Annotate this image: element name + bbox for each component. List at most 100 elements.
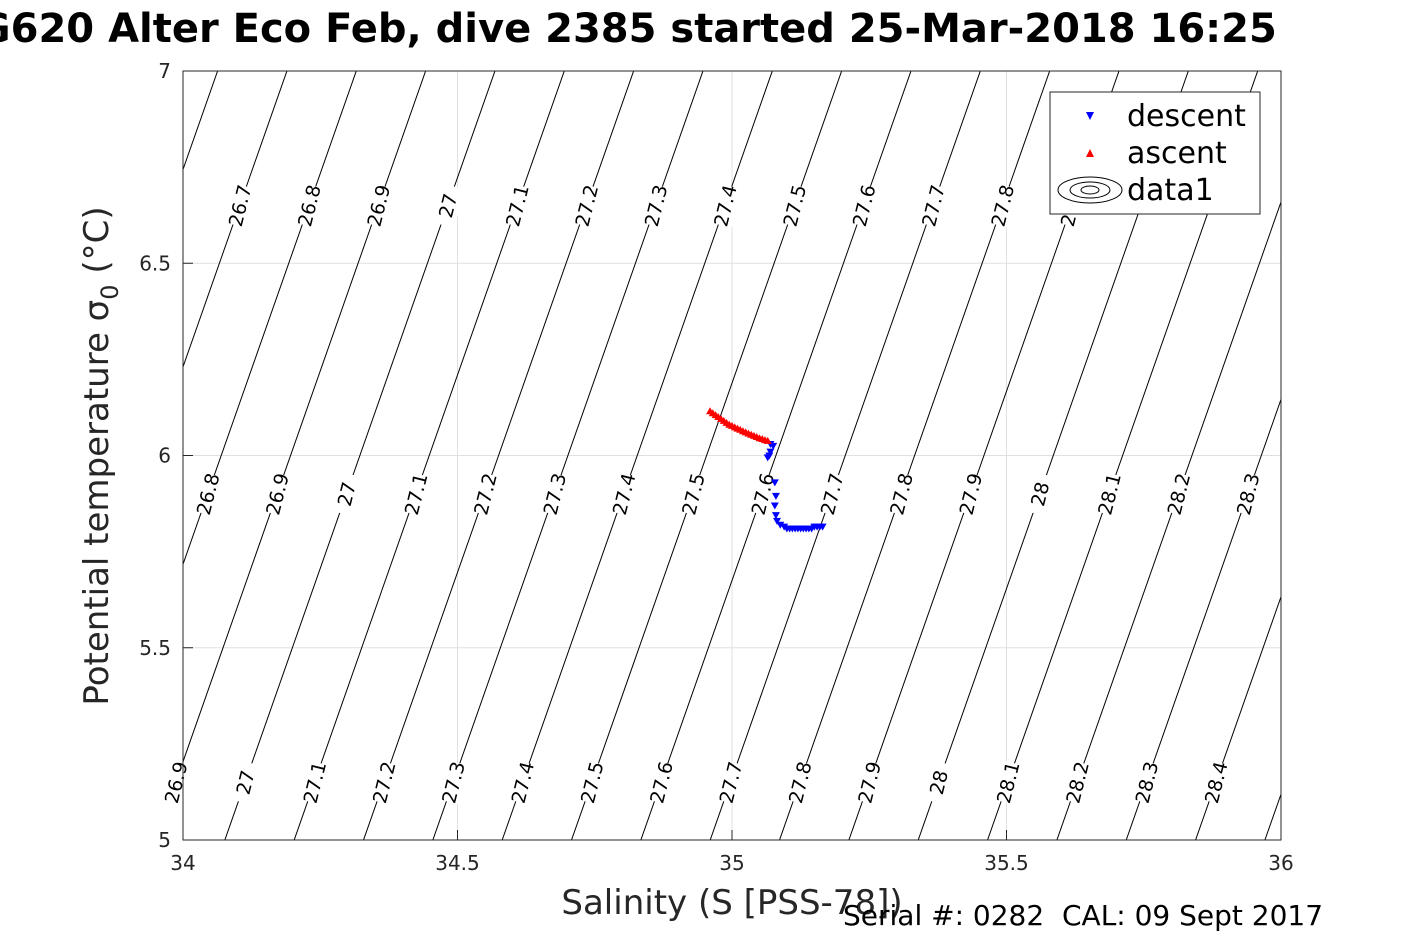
contour-label-bg <box>367 760 401 805</box>
y-tick-label: 6.5 <box>139 251 171 275</box>
legend-descent-marker <box>1086 112 1094 120</box>
contour-label-bg <box>1060 760 1094 805</box>
y-tick-label: 6 <box>158 444 171 468</box>
contour-label-group: 27.7 <box>916 183 950 229</box>
contour-label-bg <box>847 183 881 228</box>
contour-label: 27.8 <box>886 471 918 517</box>
contour-label-bg <box>228 760 262 805</box>
density-contour-line <box>709 71 981 840</box>
contour-label-bg <box>991 760 1025 805</box>
contour-label: 28.1 <box>993 759 1025 805</box>
density-contour-line <box>501 71 773 840</box>
contour-label-bg <box>676 471 710 517</box>
x-tick-label: 35.5 <box>984 851 1029 875</box>
contour-label-bg <box>916 183 950 228</box>
contour-label-bg <box>745 471 779 517</box>
contour-label-bg <box>639 183 673 228</box>
contour-label-bg <box>191 471 225 517</box>
density-contour-line <box>779 71 1051 840</box>
contour-label-group: 27.1 <box>500 183 534 229</box>
contour-label-bg <box>783 760 817 805</box>
contour-label-bg <box>159 760 193 805</box>
contour-label-bg <box>884 471 918 517</box>
contour-label: 27.5 <box>577 759 609 805</box>
contour-label: 27.9 <box>854 759 886 805</box>
descent-point <box>773 517 782 525</box>
contour-label: 26.9 <box>364 183 396 229</box>
y-axis-label-main: Potential temperature σ <box>77 300 117 706</box>
contour-label-group: 28 <box>1023 471 1057 517</box>
contour-label: 27.7 <box>817 471 849 517</box>
y-axis-label-group: Potential temperature σ0 (°C) <box>77 206 124 705</box>
contour-label-group: 27.7 <box>713 759 747 806</box>
y-axis-ticks: 5 5.5 6 6.5 7 <box>139 59 193 852</box>
contour-label-bg <box>569 183 603 228</box>
contour-label: 27.2 <box>470 471 502 517</box>
contour-label-bg <box>431 183 465 228</box>
contour-label: 27.6 <box>849 183 881 229</box>
density-contour-line <box>1328 52 1417 859</box>
contour-label-group: 27.1 <box>399 471 433 517</box>
legend-ascent-label: ascent <box>1127 136 1227 171</box>
contour-label-bg <box>1231 471 1265 517</box>
legend-descent-label: descent <box>1127 99 1246 134</box>
contour-label: 26.8 <box>193 471 225 517</box>
contour-label-group: 28.3 <box>1130 759 1163 806</box>
descent-series <box>763 440 827 533</box>
contour-label: 28.1 <box>1094 471 1126 517</box>
contour-label-bg <box>713 760 747 805</box>
contour-label: 27.2 <box>369 759 401 805</box>
contour-label-bg <box>223 183 257 228</box>
density-contour-labels: 26.7 26.8 26.9 27 27.1 27.2 27.3 27.4 27.5 27.6 27… <box>159 183 1265 806</box>
density-contour-line <box>1056 200 1281 840</box>
contour-label-bg <box>260 471 294 517</box>
contour-label: 27.8 <box>988 183 1020 229</box>
y-tick-label: 5.5 <box>139 636 171 660</box>
descent-point <box>769 442 778 450</box>
contour-label-bg <box>537 471 571 517</box>
contour-label: 28 <box>1027 480 1054 509</box>
contour-label-group: 27 <box>329 471 363 517</box>
contour-label-group: 28.3 <box>1231 471 1265 517</box>
contour-label: 27.9 <box>956 471 988 517</box>
contour-label: 27.3 <box>438 759 470 805</box>
contour-label: 27.1 <box>401 471 433 517</box>
contour-label-group: 26.9 <box>159 759 193 806</box>
descent-point <box>770 502 779 510</box>
density-contour-line <box>1264 792 1281 840</box>
contour-label-bg <box>921 760 955 805</box>
contour-label-bg <box>399 471 433 517</box>
contour-label: 27.5 <box>780 183 812 229</box>
contour-label-group: 27 <box>228 760 262 805</box>
contour-label: 27.6 <box>646 759 678 805</box>
contour-label-group: 27.7 <box>815 471 849 517</box>
x-axis-label: Salinity (S [PSS-78]) <box>561 883 902 923</box>
contour-label-bg <box>292 183 326 228</box>
contour-label: 27.7 <box>918 183 950 229</box>
contour-label-group: 27.5 <box>777 183 812 229</box>
density-contour-line <box>432 71 704 840</box>
contour-label-group: 27.3 <box>639 183 673 229</box>
contour-label-bg <box>1023 471 1057 517</box>
density-contour-line <box>640 71 912 840</box>
density-contour-line <box>183 71 288 369</box>
contour-label-bg <box>297 760 331 805</box>
contour-label-bg <box>1130 760 1163 805</box>
contour-label-bg <box>607 471 641 517</box>
contour-label-group: 26.9 <box>260 471 294 517</box>
density-contour-line <box>293 71 565 840</box>
contour-label-group: 27.2 <box>569 183 603 229</box>
contour-label-bg <box>329 471 363 517</box>
contour-label: 28.4 <box>1201 759 1233 805</box>
contour-label: 28.3 <box>1233 471 1265 517</box>
density-contour-line <box>183 71 357 566</box>
contour-label: 27 <box>334 480 361 509</box>
descent-point <box>771 512 780 520</box>
contour-label-bg <box>953 471 987 517</box>
contour-label-bg <box>1199 760 1233 805</box>
density-contour-line <box>224 71 496 840</box>
chart-title: SG620 Alter Eco Feb, dive 2385 started 2… <box>0 6 1277 52</box>
y-axis-label-subscript: 0 <box>96 284 124 299</box>
descent-point <box>771 492 780 500</box>
serial-calibration-note: Serial #: 0282 CAL: 09 Sept 2017 <box>843 899 1324 932</box>
